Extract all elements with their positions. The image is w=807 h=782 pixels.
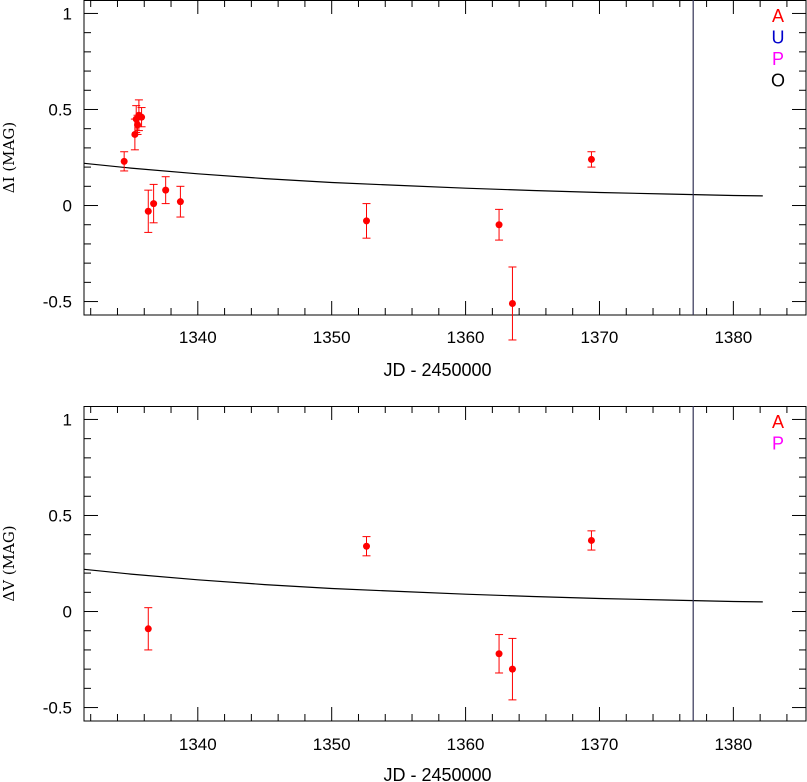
data-point-group — [176, 185, 185, 218]
y-tick-label: 0 — [63, 197, 72, 216]
delta-v-panel: 1340 1350 1360 1370 1380 1 0.5 0 -0.5 JD - 245000… — [0, 406, 807, 782]
model-curve — [83, 568, 763, 603]
x-tick-label: 1360 — [447, 735, 485, 754]
x-tick-label: 1350 — [313, 735, 351, 754]
y-tick-label: -0.5 — [43, 699, 72, 718]
data-point-group — [495, 634, 504, 674]
data-point — [508, 299, 516, 307]
data-point — [363, 217, 371, 225]
x-axis: 1340 1350 1360 1370 1380 — [90, 0, 788, 347]
x-tick-label: 1380 — [714, 735, 752, 754]
data-point-group — [161, 176, 170, 205]
data-point — [587, 155, 595, 163]
y-tick-label: 0.5 — [48, 506, 72, 525]
x-tick-label: 1370 — [581, 328, 619, 347]
x-axis: 1340 1350 1360 1370 1380 — [90, 406, 788, 754]
data-point — [495, 221, 503, 229]
legend-entry: P — [772, 49, 784, 69]
x-axis-label: JD - 2450000 — [383, 765, 491, 782]
x-tick-label: 1340 — [179, 735, 217, 754]
delta-i-panel: 1340 1350 1360 1370 1380 1 0.5 0 -0.5 JD - 245000… — [0, 0, 807, 380]
data-point — [144, 207, 152, 215]
data-point-group — [137, 107, 146, 128]
data-point-group — [495, 208, 504, 241]
data-series-a — [120, 99, 596, 341]
x-tick-label: 1340 — [179, 328, 217, 347]
x-tick-label: 1350 — [313, 328, 351, 347]
data-point — [176, 198, 184, 206]
x-tick-label: 1370 — [581, 735, 619, 754]
data-point-group — [362, 203, 371, 239]
data-point-group — [144, 607, 153, 651]
data-point — [138, 113, 146, 121]
x-tick-label: 1380 — [714, 328, 752, 347]
data-point — [144, 625, 152, 633]
y-tick-label: 0 — [63, 603, 72, 622]
data-point — [134, 121, 142, 129]
x-tick-label: 1360 — [447, 328, 485, 347]
model-curve — [83, 162, 763, 197]
x-axis-label: JD - 2450000 — [383, 360, 491, 380]
legend-entry: A — [772, 412, 784, 432]
data-point — [587, 536, 595, 544]
y-tick-label: 0.5 — [48, 100, 72, 119]
data-point — [363, 542, 371, 550]
data-point — [150, 200, 158, 208]
data-point-group — [587, 530, 596, 551]
legend-entry: A — [772, 6, 784, 26]
legend: AP — [772, 412, 784, 454]
y-tick-label: 1 — [63, 410, 72, 429]
data-point — [120, 157, 128, 165]
data-point-group — [508, 637, 517, 701]
data-point-group — [120, 151, 129, 172]
plot-frame — [83, 0, 807, 316]
y-axis: 1 0.5 0 -0.5 — [43, 410, 806, 718]
data-point — [495, 650, 503, 658]
data-series-a — [144, 530, 596, 701]
y-tick-label: 1 — [63, 4, 72, 23]
y-axis-label: ΔI (MAG) — [0, 122, 18, 193]
data-point-group — [144, 189, 153, 233]
plot-frame — [83, 406, 807, 722]
legend-entry: P — [772, 434, 784, 454]
data-point — [162, 186, 170, 194]
y-axis-label: ΔV (MAG) — [0, 525, 18, 601]
data-point-group — [149, 183, 158, 224]
data-point-group — [508, 266, 517, 341]
data-point-group — [587, 151, 596, 168]
y-axis: 1 0.5 0 -0.5 — [43, 4, 806, 312]
y-tick-label: -0.5 — [43, 293, 72, 312]
legend-entry: O — [771, 71, 785, 91]
data-point — [508, 665, 516, 673]
data-point-group — [362, 536, 371, 557]
legend-entry: U — [772, 28, 785, 48]
